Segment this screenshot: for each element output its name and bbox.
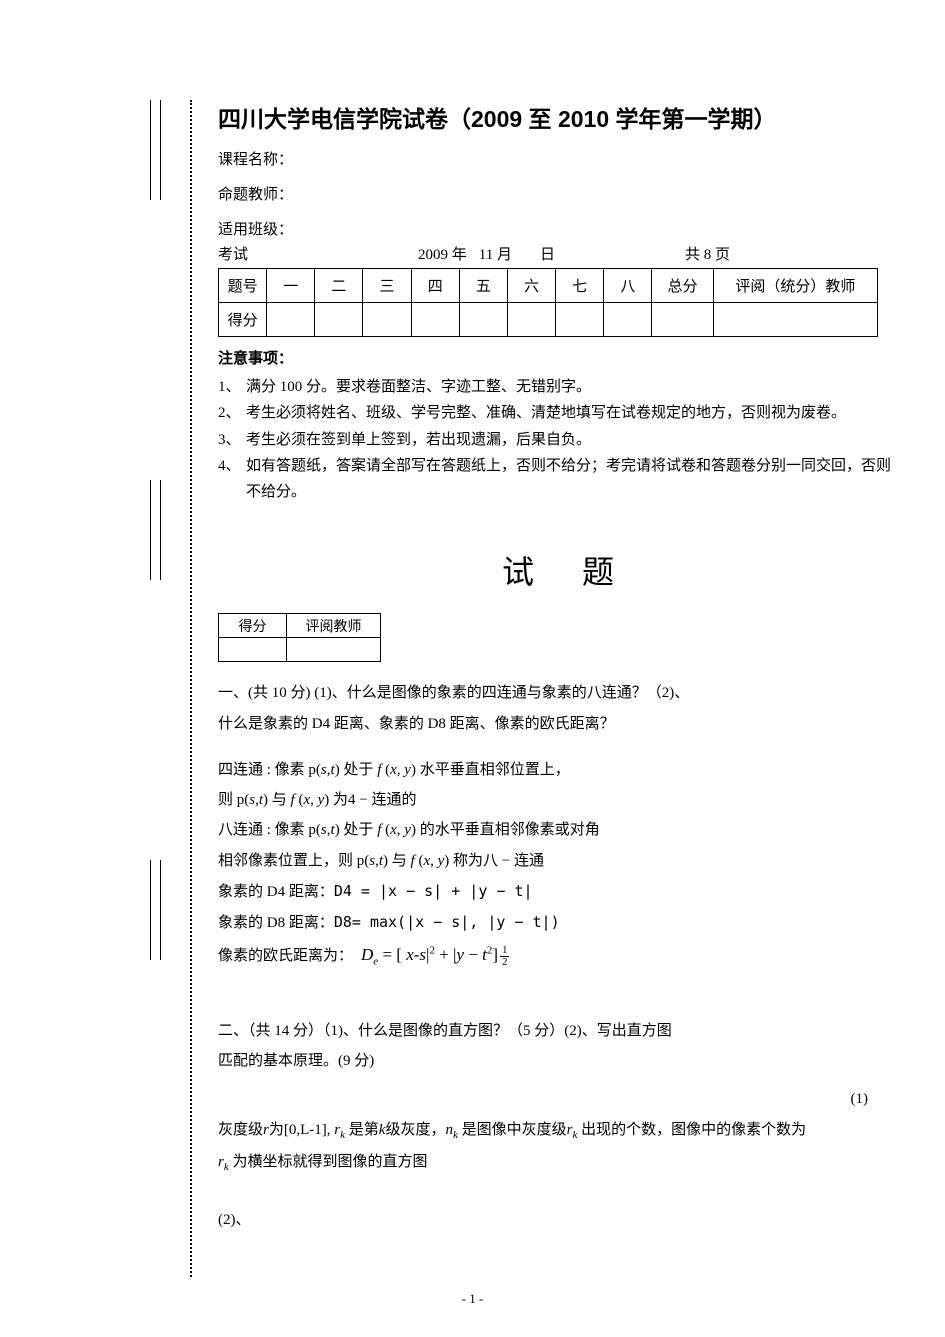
year-label: 2009 年 [418, 243, 467, 264]
q2-prompt-l1: 二、（共 14 分）（1)、什么是图像的直方图？（5 分）(2)、写出直方图 [218, 1018, 898, 1044]
exam-date-row: 考试 2009 年 11 月 日 共 8 页 [218, 243, 898, 264]
col-8: 八 [604, 269, 652, 303]
col-7: 七 [556, 269, 604, 303]
questions-heading: 试题 [218, 547, 898, 593]
col-label: 题号 [219, 269, 267, 303]
month-label: 11 月 [479, 243, 512, 264]
q1-ans-3: 八连通 : 像素 p(s,t) 处于 f (x, y) 的水平垂直相邻像素或对角 [218, 817, 898, 843]
class-label: 适用班级： [218, 218, 898, 239]
note-1: 1、满分 100 分。要求卷面整洁、字迹工整、无错别字。 [218, 374, 898, 400]
teacher-label: 命题教师： [218, 183, 898, 204]
q1-euclid: 像素的欧氏距离为： De = [ x-s|2 + |y − t2]12 [218, 940, 898, 972]
q1-prompt-l1: 一、(共 10 分) (1)、什么是图像的象素的四连通与象素的八连通？（2)、 [218, 680, 898, 706]
score-label: 得分 [219, 303, 267, 337]
col-reviewer: 评阅（统分）教师 [713, 269, 877, 303]
q1-d4: 象素的 D4 距离：D4 = |x − s| + |y − t| [218, 878, 898, 905]
q2-mark-1: (1) [218, 1086, 898, 1112]
course-name-label: 课程名称： [218, 148, 898, 169]
q1-ans-2: 则 p(s,t) 与 f (x, y) 为4 − 连通的 [218, 787, 898, 813]
col-5: 五 [459, 269, 507, 303]
note-2: 2、考生必须将姓名、班级、学号完整、准确、清楚地填写在试卷规定的地方，否则视为废… [218, 400, 898, 426]
day-label: 日 [540, 243, 555, 264]
q2-hist-2: rk 为横坐标就得到图像的直方图 [218, 1149, 898, 1177]
q1-prompt-l2: 什么是象素的 D4 距离、象素的 D8 距离、像素的欧氏距离？ [218, 711, 898, 737]
col-1: 一 [267, 269, 315, 303]
exam-title: 四川大学电信学院试卷（2009 至 2010 学年第一学期） [218, 100, 898, 134]
pages-label: 共 8 页 [685, 243, 730, 264]
q1-ans-1: 四连通 : 像素 p(s,t) 处于 f (x, y) 水平垂直相邻位置上， [218, 757, 898, 783]
q2-hist-1: 灰度级r为[0,L-1], rk 是第k级灰度，nk 是图像中灰度级rk 出现的… [218, 1117, 898, 1145]
q1-d8: 象素的 D8 距离：D8= max(|x − s|, |y − t|) [218, 909, 898, 936]
mini-reviewer-label: 评阅教师 [287, 614, 381, 638]
col-2: 二 [315, 269, 363, 303]
col-4: 四 [411, 269, 459, 303]
q1-ans-4: 相邻像素位置上，则 p(s,t) 与 f (x, y) 称为八 − 连通 [218, 848, 898, 874]
binding-line [190, 100, 192, 1277]
mini-score-table: 得分 评阅教师 [218, 613, 381, 662]
q2-mark-2: (2)、 [218, 1207, 898, 1233]
notes-title: 注意事项： [218, 347, 898, 368]
mini-score-label: 得分 [219, 614, 287, 638]
page-content: 四川大学电信学院试卷（2009 至 2010 学年第一学期） 课程名称： 命题教… [218, 100, 898, 1237]
page-number: - 1 - [0, 1291, 945, 1307]
note-4: 4、如有答题纸，答案请全部写在答题纸上，否则不给分；考完请将试卷和答题卷分别一同… [218, 453, 898, 506]
note-3: 3、考生必须在签到单上签到，若出现遗漏，后果自负。 [218, 427, 898, 453]
col-6: 六 [507, 269, 555, 303]
col-total: 总分 [652, 269, 713, 303]
score-table: 题号 一 二 三 四 五 六 七 八 总分 评阅（统分）教师 得分 [218, 268, 878, 337]
q2-prompt-l2: 匹配的基本原理。(9 分) [218, 1048, 898, 1074]
col-3: 三 [363, 269, 411, 303]
exam-label: 考试 [218, 243, 248, 264]
